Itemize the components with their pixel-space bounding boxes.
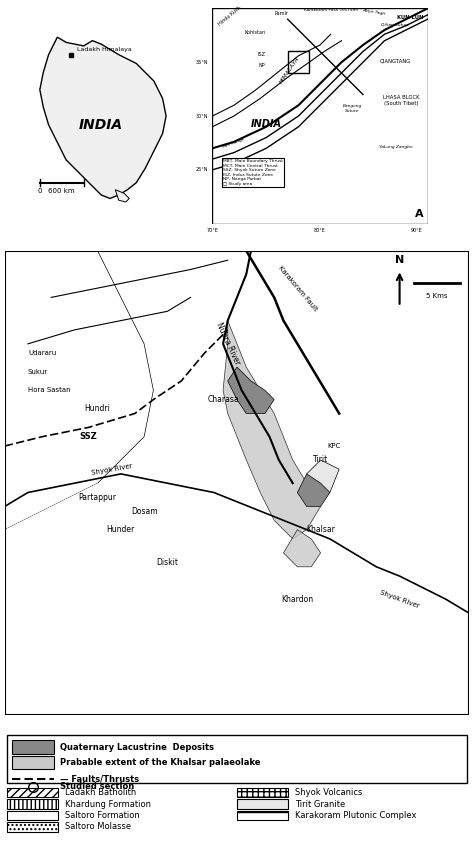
Polygon shape [214,251,330,716]
Bar [237,799,288,809]
Text: LHASA BLOCK
(South Tibet): LHASA BLOCK (South Tibet) [383,95,420,106]
Text: Ladakh Himalaya: Ladakh Himalaya [77,47,131,51]
Text: Nubra River: Nubra River [214,322,241,366]
Text: KPC: KPC [328,443,341,449]
Bar [7,787,58,798]
Text: YaLung Zangbo: YaLung Zangbo [379,145,412,149]
Text: Kohistan: Kohistan [245,30,266,35]
Text: MBT- Main Boundary Thrust
MCT- Main Central Thrust
SSZ- Shyok Suture Zone
ISZ- I: MBT- Main Boundary Thrust MCT- Main Cent… [223,159,283,186]
Polygon shape [297,473,330,506]
Text: NP: NP [258,62,265,68]
Text: Tirit Granite: Tirit Granite [295,799,346,809]
Text: 0: 0 [37,188,42,194]
Bar [12,756,54,770]
Text: 35°N: 35°N [196,60,208,65]
Text: Dosam: Dosam [131,506,157,516]
Text: ISZ: ISZ [258,51,266,57]
Text: Karakoram Plutonic Complex: Karakoram Plutonic Complex [295,811,417,820]
Polygon shape [5,251,228,716]
Text: 600 km: 600 km [48,188,75,194]
Bar [12,740,54,754]
Bar [237,787,288,798]
Text: Khalsar: Khalsar [306,525,335,534]
Polygon shape [307,251,469,716]
Text: 30°N: 30°N [196,114,208,118]
Text: Shyok River: Shyok River [91,463,133,476]
Text: KUN LUN: KUN LUN [397,15,423,20]
Text: 90°E: 90°E [411,228,423,233]
Text: Sukur: Sukur [28,369,48,375]
Polygon shape [115,190,129,202]
Bar [7,799,58,809]
Text: Khardung Formation: Khardung Formation [65,799,151,809]
Text: Diskit: Diskit [156,558,178,566]
Text: A: A [415,209,423,219]
Polygon shape [135,251,237,716]
Bar [288,51,309,73]
Text: Altyn Tagh: Altyn Tagh [362,8,385,16]
Text: Hundri: Hundri [85,404,110,414]
Text: Ladakh Batholith: Ladakh Batholith [65,788,137,797]
Text: Shyok Volcanics: Shyok Volcanics [295,788,363,797]
Polygon shape [5,483,121,716]
Text: Udararu: Udararu [28,350,56,356]
Text: Qilian Suture: Qilian Suture [381,23,410,27]
Text: INDIA: INDIA [251,119,282,129]
Text: Prabable extent of the Khalsar palaeolake: Prabable extent of the Khalsar palaeolak… [61,758,261,767]
Text: 80°E: 80°E [314,228,326,233]
Text: SSZ: SSZ [80,432,97,441]
Text: Saltoro Molasse: Saltoro Molasse [65,822,131,831]
Text: INDIA: INDIA [79,118,123,132]
Text: Pamir: Pamir [274,11,288,16]
Polygon shape [5,251,154,530]
Text: Karakoram Fault: Karakoram Fault [277,264,318,311]
Text: Hindu Kush: Hindu Kush [217,5,242,27]
Text: Quaternary Lacustrine  Deposits: Quaternary Lacustrine Deposits [61,743,214,751]
Polygon shape [307,460,339,493]
Text: Hunder: Hunder [107,525,135,534]
Text: Salt Range: Salt Range [222,138,246,149]
Text: 25°N: 25°N [196,167,208,172]
Polygon shape [283,530,320,567]
Polygon shape [40,37,166,198]
Text: 70°E: 70°E [206,228,219,233]
Polygon shape [223,321,320,539]
Text: Karakoram Pass (5575m): Karakoram Pass (5575m) [303,8,358,12]
Polygon shape [228,367,274,414]
Text: Studied section: Studied section [61,782,135,792]
Bar [7,822,58,831]
Bar [7,810,58,820]
Text: 5 Kms: 5 Kms [426,293,447,299]
Bar [7,735,467,782]
Text: Charasa: Charasa [207,395,239,404]
Text: Khardon: Khardon [282,595,313,603]
Text: Shyok River: Shyok River [379,589,420,609]
Text: Saltoro Formation: Saltoro Formation [65,811,140,820]
Text: Bangong
Suture: Bangong Suture [343,104,362,113]
Text: Hora Sastan: Hora Sastan [28,387,71,393]
Text: HIMALAYA: HIMALAYA [279,56,301,84]
Text: Tirit: Tirit [313,456,328,464]
Text: N: N [395,255,404,265]
Text: — Faults/Thrusts: — Faults/Thrusts [61,775,140,783]
Bar [237,810,288,820]
Text: Partappur: Partappur [79,493,117,501]
Text: QIANGTANG: QIANGTANG [380,58,411,63]
